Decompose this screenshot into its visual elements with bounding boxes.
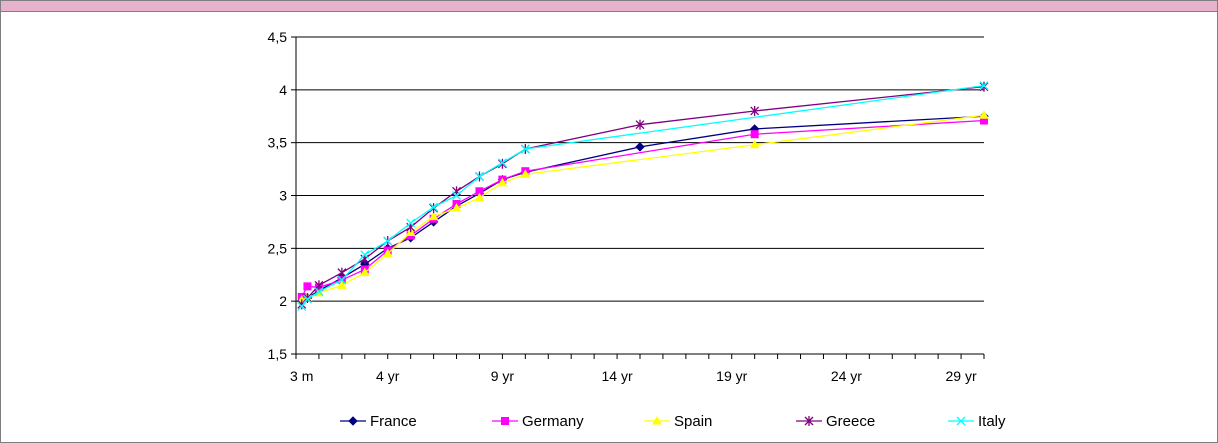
data-point-italy	[383, 236, 393, 246]
data-point-spain	[497, 177, 508, 187]
data-point-italy	[497, 158, 507, 168]
data-point-italy	[452, 191, 461, 200]
axes: 1,5 2 2,5 3 3,5 4 4,5 3 m 4 yr 9 yr 14 yr 19 yr 24 y…	[268, 29, 985, 384]
data-point-italy	[429, 202, 439, 212]
legend-marker	[956, 416, 966, 426]
x-tick-label: 3 m	[290, 368, 313, 384]
data-point-spain	[382, 248, 393, 258]
x-tick-label: 29 yr	[946, 368, 977, 384]
data-point-italy	[360, 250, 370, 260]
chart-title-bar	[1, 1, 1217, 12]
data-point-spain	[428, 211, 439, 221]
data-point-spain	[359, 267, 370, 277]
x-tick-label: 24 yr	[831, 368, 862, 384]
legend: France Germany Spain Greece Italy	[340, 413, 1006, 430]
series-line-spain	[301, 114, 985, 301]
data-point-greece	[979, 81, 989, 92]
x-tick-label: 4 yr	[376, 368, 400, 384]
data-point-spain	[520, 169, 531, 178]
legend-item-spain: Spain	[644, 413, 712, 430]
data-point-spain	[337, 280, 347, 289]
y-tick-label: 2	[279, 293, 287, 309]
y-tick-label: 3,5	[268, 135, 288, 151]
data-point-greece	[635, 119, 645, 130]
data-point-greece	[337, 267, 347, 278]
data-point-italy	[979, 81, 989, 91]
data-point-italy	[520, 144, 530, 154]
series-line-italy	[301, 84, 985, 307]
data-point-spain	[474, 192, 485, 202]
data-point-france	[635, 142, 645, 152]
legend-marker	[348, 416, 358, 426]
gridlines	[296, 36, 984, 302]
legend-label: Greece	[826, 413, 875, 430]
data-point-italy	[337, 275, 347, 285]
data-point-greece	[314, 280, 324, 291]
y-tick-label: 4	[279, 82, 287, 98]
legend-label: Spain	[674, 413, 712, 430]
data-point-germany	[303, 282, 312, 291]
legend-item-germany: Germany	[492, 413, 584, 430]
legend-item-france: France	[340, 413, 417, 430]
legend-label: Italy	[978, 413, 1006, 430]
y-tick-label: 3	[279, 188, 287, 204]
data-point-greece	[303, 292, 312, 303]
data-point-spain	[749, 139, 760, 149]
legend-item-greece: Greece	[796, 413, 875, 430]
data-point-italy	[475, 172, 484, 181]
data-point-italy	[406, 218, 416, 228]
data-point-spain	[979, 110, 989, 119]
series-line-france	[301, 115, 985, 302]
x-tick-label: 14 yr	[602, 368, 633, 384]
x-tick-label: 9 yr	[491, 368, 515, 384]
legend-marker	[501, 417, 509, 425]
legend-label: Germany	[522, 413, 584, 430]
data-point-greece	[750, 105, 760, 116]
data-point-italy	[303, 294, 312, 304]
y-tick-label: 4,5	[268, 29, 288, 45]
legend-item-italy: Italy	[948, 413, 1006, 430]
legend-label: France	[370, 413, 417, 430]
data-point-spain	[451, 203, 462, 212]
data-point-germany	[750, 130, 759, 139]
legend-marker	[804, 416, 814, 426]
y-tick-label: 2,5	[268, 240, 288, 256]
data-point-italy	[297, 301, 307, 311]
data-point-italy	[314, 287, 324, 297]
y-tick-label: 1,5	[268, 346, 288, 362]
x-tick-label: 19 yr	[716, 368, 747, 384]
series-lines	[296, 81, 989, 311]
legend-marker	[652, 415, 662, 425]
